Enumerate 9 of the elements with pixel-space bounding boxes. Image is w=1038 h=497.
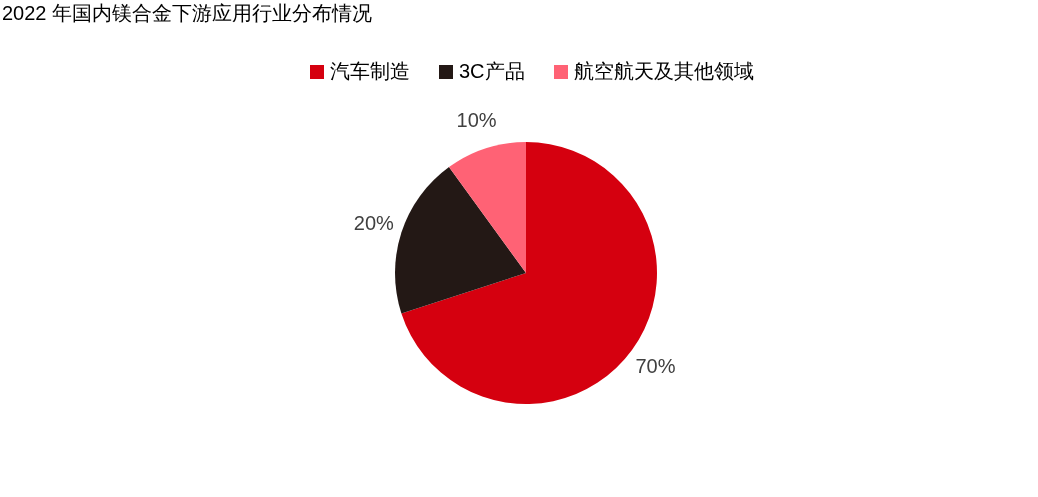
data-label: 70% — [635, 355, 676, 378]
legend-label: 航空航天及其他领域 — [574, 60, 754, 82]
data-label: 20% — [353, 211, 395, 234]
data-label: 10% — [456, 108, 497, 131]
chart-title: 2022 年国内镁合金下游应用行业分布情况 — [2, 2, 373, 24]
legend-label: 汽车制造 — [330, 60, 410, 82]
pie-slice — [449, 142, 526, 273]
legend-label: 3C产品 — [459, 60, 525, 82]
pie-slice — [395, 167, 526, 314]
